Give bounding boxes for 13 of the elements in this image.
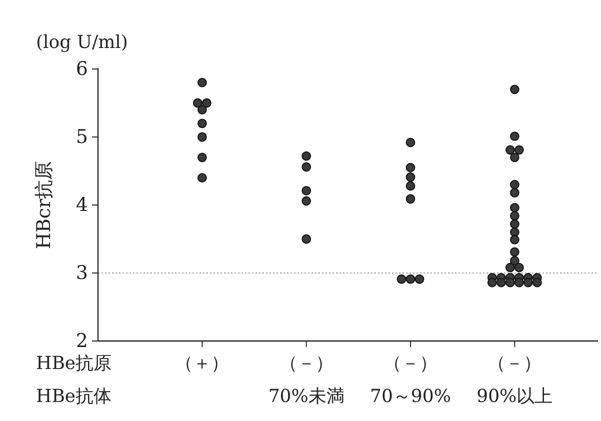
y-tick-label: 4 (76, 194, 88, 216)
x-tick-label: （－） 70%未満 (268, 353, 344, 407)
y-tick-label: 3 (76, 262, 88, 284)
x-tick-label: （＋） (175, 353, 230, 374)
y-axis-title: HBcr抗原 (33, 160, 55, 250)
text: (log U/ml) (36, 32, 128, 53)
y-tick-label: 6 (76, 58, 88, 80)
y-tick-label: 2 (76, 330, 88, 352)
text: HBe抗原 (36, 353, 112, 374)
x-tick-label: （－） 70～90% (370, 353, 451, 407)
text: HBe抗体 (36, 386, 112, 407)
y-tick-label: 5 (76, 126, 88, 148)
x-tick-label: （－） 90%以上 (476, 353, 553, 407)
